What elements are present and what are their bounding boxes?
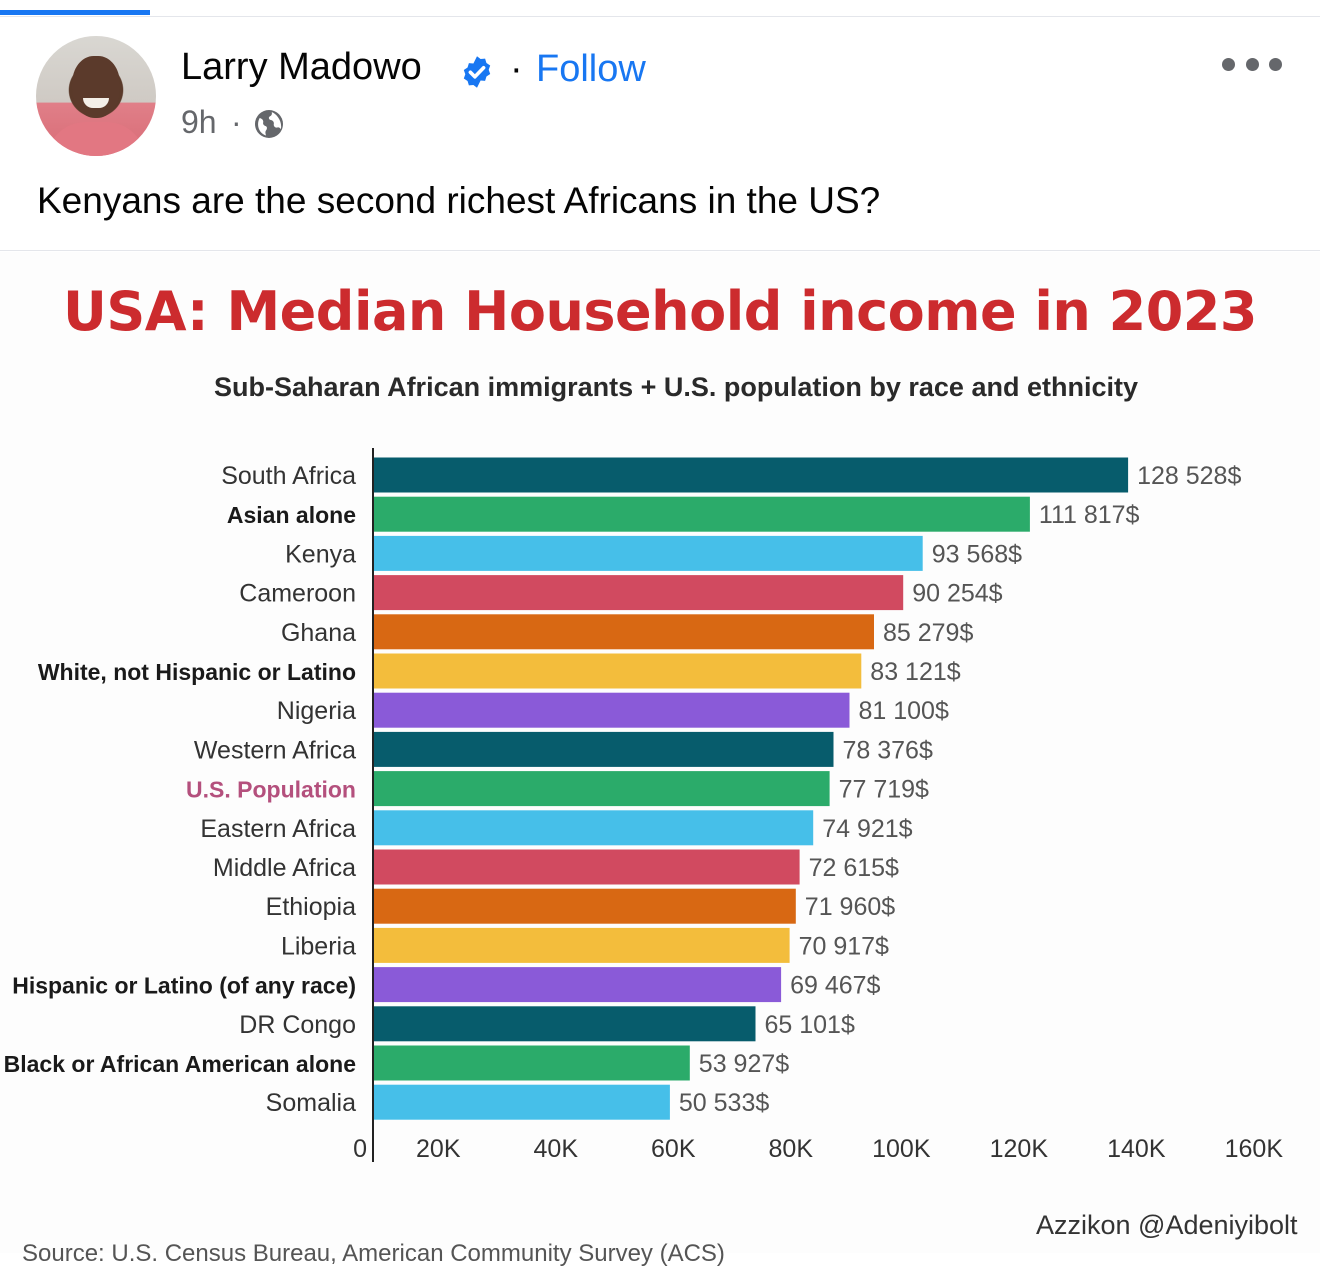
globe-icon[interactable] xyxy=(253,108,285,140)
chart-credit: Azzikon @Adeniyibolt xyxy=(1036,1210,1298,1240)
avatar-smile xyxy=(83,98,109,108)
follow-separator: · xyxy=(510,48,523,90)
chart-source-note: Source: U.S. Census Bureau, American Com… xyxy=(22,1240,725,1267)
chart-title: USA: Median Household income in 2023 xyxy=(63,280,1257,343)
page-loading-indicator xyxy=(0,10,150,15)
more-options-icon[interactable] xyxy=(1222,48,1282,80)
meta-separator: · xyxy=(231,104,242,140)
author-avatar[interactable] xyxy=(36,36,156,156)
avatar-face xyxy=(72,56,120,118)
author-name[interactable]: Larry Madowo xyxy=(181,46,422,88)
follow-button[interactable]: Follow xyxy=(536,48,646,90)
post-divider xyxy=(0,250,1320,251)
avatar-shirt xyxy=(46,122,146,156)
header-divider xyxy=(0,16,1320,17)
chart-subtitle: Sub-Saharan African immigrants + U.S. po… xyxy=(214,372,1138,402)
post-timestamp[interactable]: 9h xyxy=(181,104,217,140)
verified-badge-icon xyxy=(463,56,491,88)
post-text: Kenyans are the second richest Africans … xyxy=(37,180,881,221)
